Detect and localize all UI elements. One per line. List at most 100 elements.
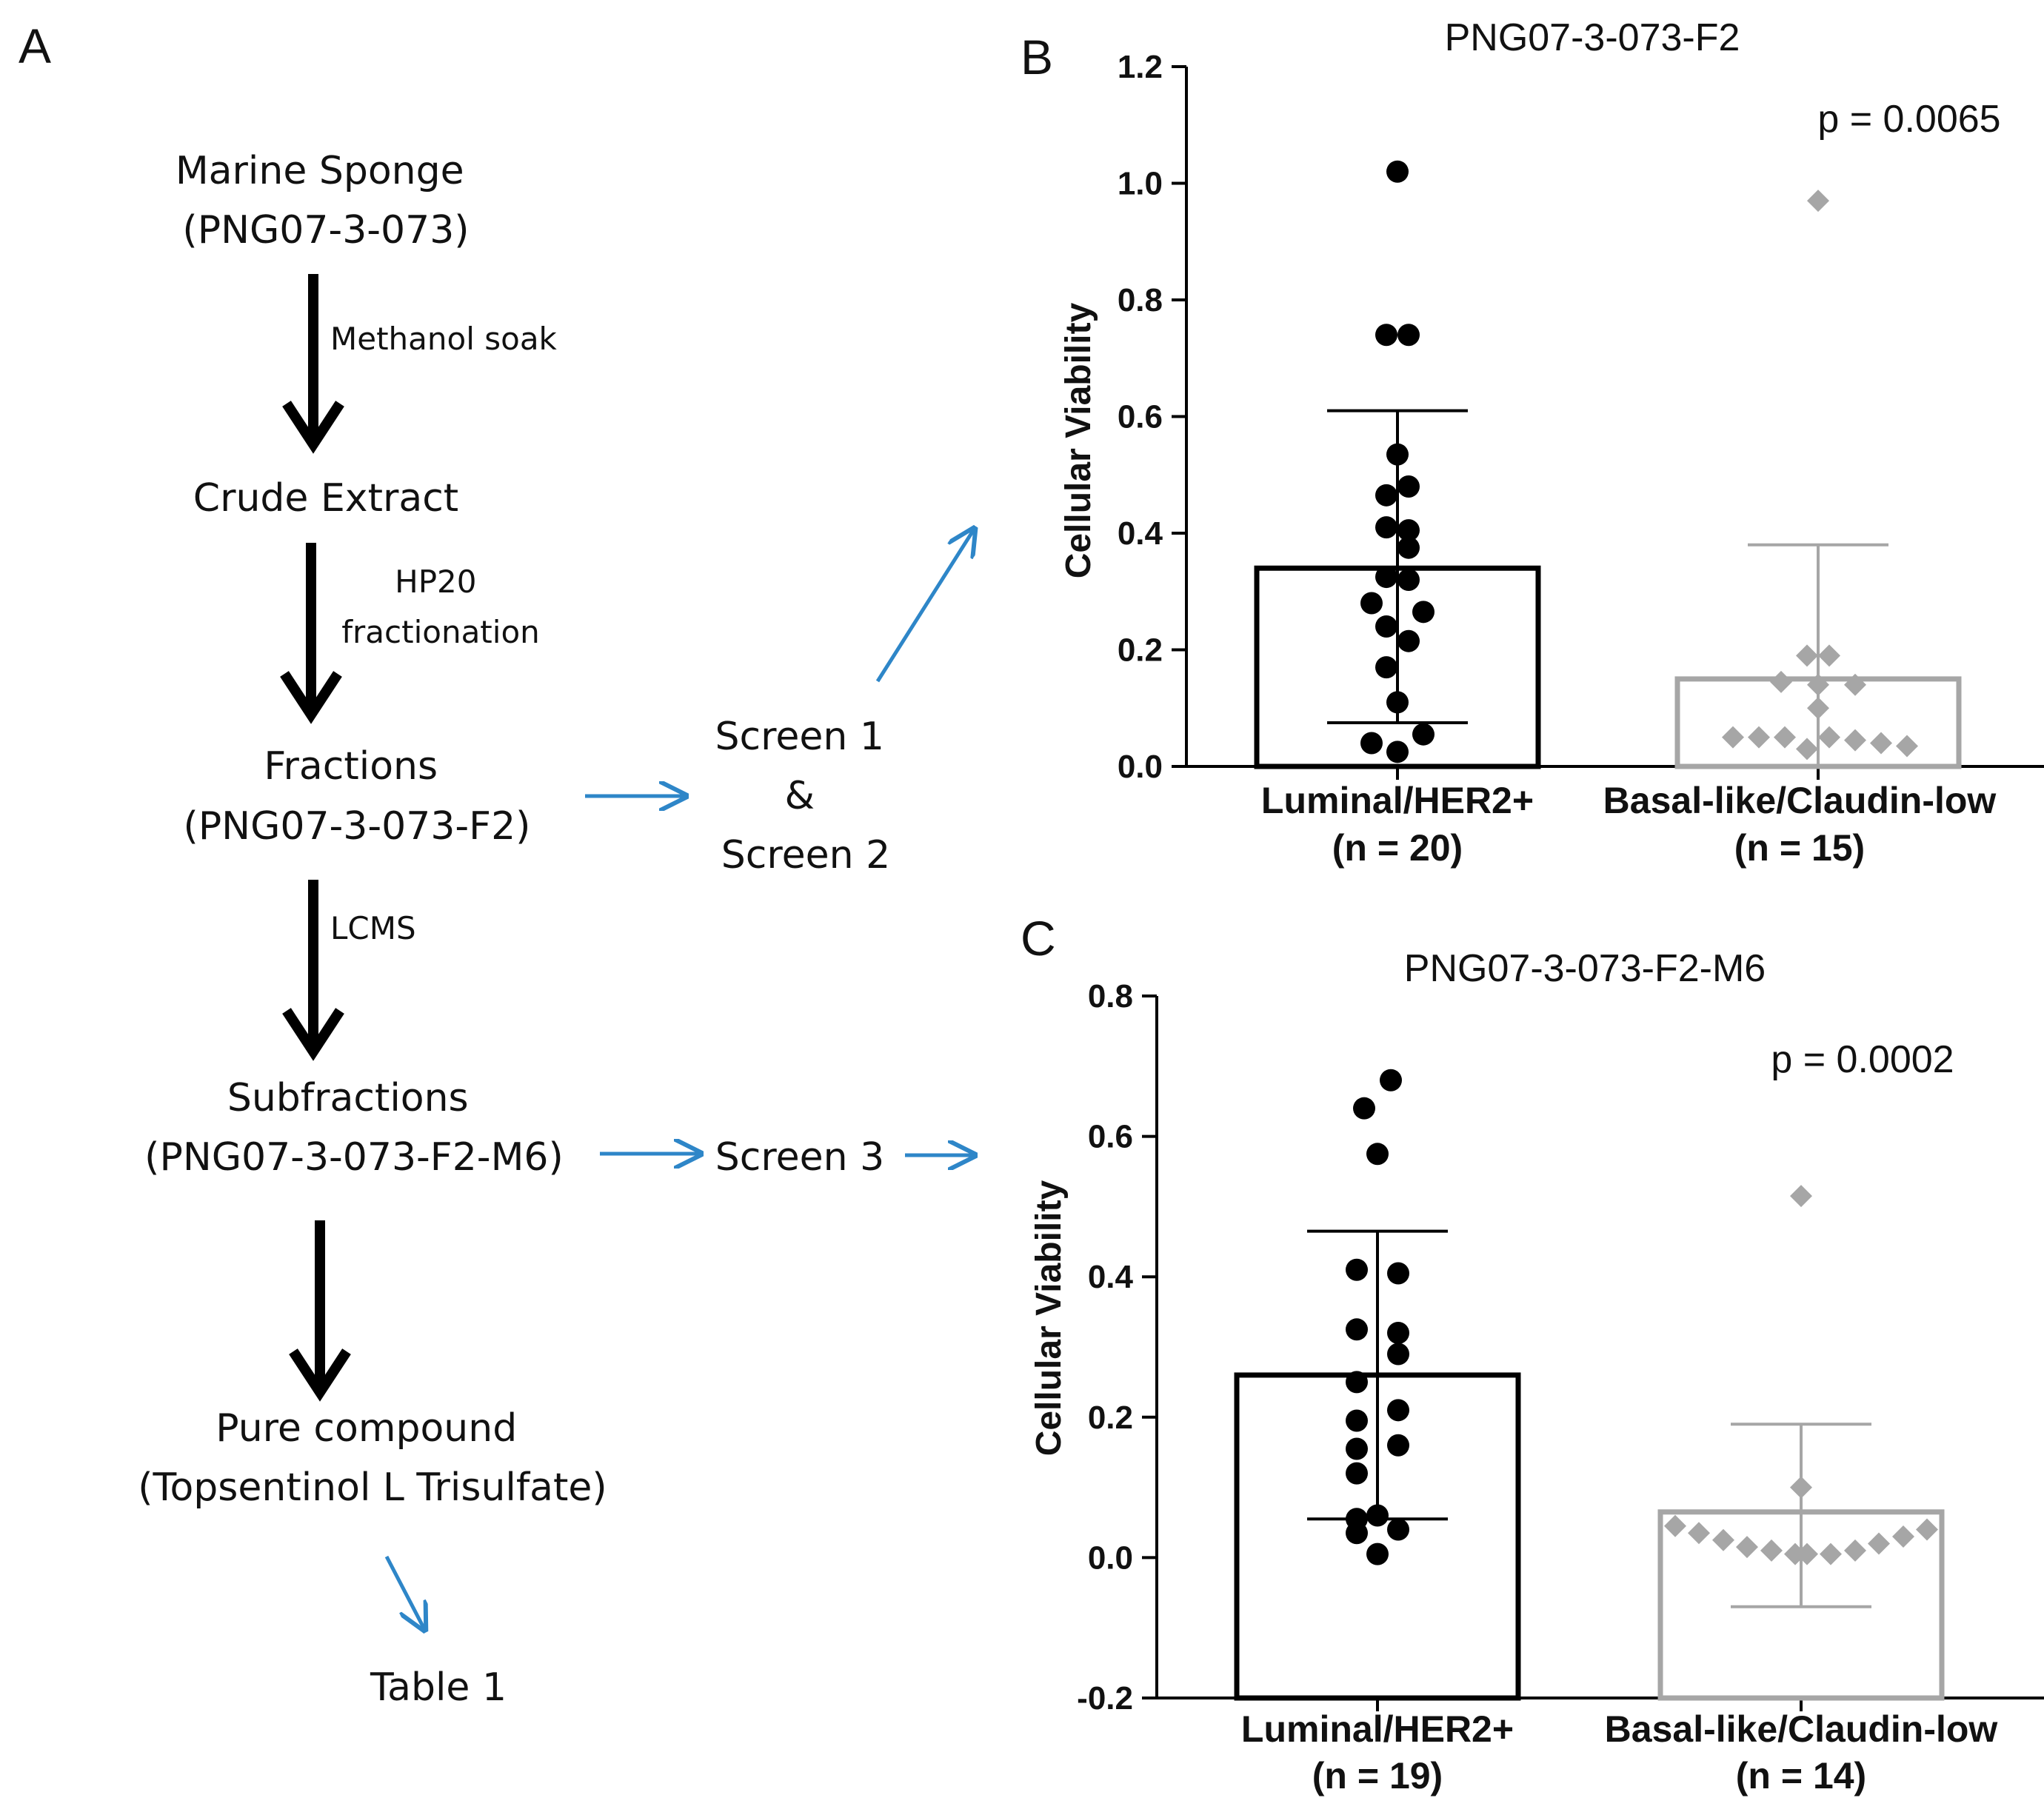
chart-b-n-basal: (n = 15): [1734, 827, 1865, 869]
chart-c-data-point: [1387, 1322, 1409, 1345]
arrow-lcms: [282, 880, 344, 1061]
chart-c-data-point: [1387, 1399, 1409, 1422]
chart-c-category-basal: Basal-like/Claudin-low: [1605, 1708, 1998, 1750]
panel-letter-b: B: [1021, 30, 1053, 84]
chart-b-data-point: [1360, 592, 1383, 615]
chart-b-data-point: [1386, 691, 1409, 714]
chart-c-data-point: [1387, 1434, 1409, 1457]
chart-b-data-point: [1818, 726, 1840, 749]
step-crude-extract: Crude Extract: [193, 476, 458, 521]
chart-c-n-basal: (n = 14): [1736, 1755, 1866, 1796]
panel-letter-a: A: [19, 19, 51, 73]
chart-b-y-tick-label: 0.8: [1118, 282, 1163, 318]
chart-b-data-point: [1770, 670, 1792, 693]
chart-b-category-luminal: Luminal/HER2+: [1261, 780, 1534, 821]
chart-b-data-point: [1386, 160, 1409, 183]
chart-b-data-point: [1722, 726, 1744, 749]
chart-c-y-tick-label: 0.4: [1088, 1259, 1134, 1295]
chart-b-data-point: [1360, 732, 1383, 755]
label-screen-1-2: Screen 1 & Screen 2: [715, 715, 897, 878]
panel-letter-c: C: [1021, 911, 1056, 966]
label-hp20-fractionation: HP20 fractionation: [341, 564, 540, 650]
chart-b-data-point: [1397, 324, 1420, 347]
arrow-to-table-1: [384, 1555, 424, 1629]
step-fractions: Fractions (PNG07-3-073-F2): [184, 744, 531, 849]
step-subfractions: Subfractions (PNG07-3-073-F2-M6): [144, 1076, 564, 1180]
chart-c-data-point: [1346, 1522, 1368, 1545]
chart-b-data-point: [1796, 738, 1818, 761]
label-methanol-soak: Methanol soak: [330, 321, 558, 357]
chart-b-y-tick-label: 0.4: [1118, 515, 1163, 552]
chart-b-data-point: [1818, 644, 1840, 667]
panel-c-chart: C PNG07-3-073-F2-M6 p = 0.0002 Cellular …: [1021, 911, 2044, 1796]
chart-b-y-tick-label: 0.2: [1118, 632, 1163, 669]
chart-b-data-point: [1412, 723, 1435, 746]
chart-c-data-point: [1892, 1525, 1914, 1548]
chart-c-data-point: [1760, 1539, 1783, 1562]
chart-b-p-value: p = 0.0065: [1817, 98, 2000, 141]
chart-c-y-tick-label: 0.8: [1088, 978, 1133, 1015]
chart-b-marks: 0.0 0.2 0.4 0.6 0.8 1.0 1.2: [1118, 49, 2044, 785]
chart-c-y-tick-label: 0.6: [1088, 1119, 1133, 1155]
chart-c-n-luminal: (n = 19): [1312, 1755, 1443, 1796]
chart-b-data-point: [1375, 656, 1397, 679]
step-marine-sponge: Marine Sponge (PNG07-3-073): [176, 149, 476, 253]
chart-b-data-point: [1375, 566, 1397, 589]
chart-c-data-point: [1387, 1343, 1409, 1366]
chart-c-data-point: [1790, 1476, 1812, 1499]
arrow-methanol-soak: [282, 274, 344, 454]
chart-b-category-basal: Basal-like/Claudin-low: [1603, 780, 1997, 821]
chart-b-data-point: [1375, 324, 1397, 347]
chart-c-data-point: [1790, 1185, 1812, 1208]
chart-c-data-point: [1346, 1409, 1368, 1432]
arrow-screens-to-panel-b: [875, 529, 974, 683]
chart-b-data-point: [1375, 484, 1397, 507]
chart-c-data-point: [1387, 1262, 1409, 1285]
chart-b-data-point: [1397, 569, 1420, 591]
chart-c-data-point: [1796, 1542, 1818, 1565]
chart-c-data-point: [1346, 1258, 1368, 1281]
chart-b-data-point: [1375, 615, 1397, 638]
label-screen-3: Screen 3: [715, 1135, 884, 1180]
chart-b-data-point: [1397, 629, 1420, 652]
chart-c-data-point: [1346, 1318, 1368, 1341]
chart-c-data-point: [1346, 1462, 1368, 1485]
chart-b-data-point: [1807, 190, 1829, 213]
chart-b-data-point: [1386, 443, 1409, 466]
chart-c-data-point: [1387, 1518, 1409, 1541]
chart-c-p-value: p = 0.0002: [1771, 1038, 1954, 1081]
chart-c-data-point: [1916, 1518, 1938, 1541]
chart-c-y-tick-label: 0.2: [1088, 1400, 1133, 1436]
panel-a-flowchart: A Marine Sponge (PNG07-3-073) Methanol s…: [19, 19, 974, 1710]
chart-c-data-point: [1366, 1542, 1389, 1565]
chart-b-data-point: [1412, 601, 1435, 624]
label-lcms: LCMS: [330, 910, 416, 946]
chart-c-data-point: [1688, 1522, 1710, 1545]
chart-b-data-point: [1397, 475, 1420, 498]
chart-c-data-point: [1712, 1528, 1734, 1551]
chart-c-data-point: [1868, 1532, 1890, 1555]
chart-c-data-point: [1784, 1542, 1806, 1565]
arrow-hp20: [280, 543, 342, 724]
chart-b-data-point: [1807, 673, 1829, 696]
chart-b-y-axis-label: Cellular Viability: [1059, 302, 1098, 578]
chart-b-data-point: [1870, 732, 1892, 755]
chart-c-y-tick-label: 0.0: [1088, 1540, 1133, 1576]
chart-c-data-point: [1346, 1371, 1368, 1394]
chart-b-y-tick-label: 0.6: [1118, 399, 1163, 435]
chart-b-data-point: [1896, 735, 1918, 758]
chart-c-data-point: [1664, 1514, 1686, 1537]
step-pure-compound: Pure compound (Topsentinol L Trisulfate): [138, 1406, 607, 1510]
chart-b-data-point: [1844, 673, 1866, 696]
chart-c-category-luminal: Luminal/HER2+: [1241, 1708, 1514, 1750]
chart-c-data-point: [1353, 1097, 1375, 1120]
chart-b-data-point: [1748, 726, 1770, 749]
chart-b-data-point: [1397, 536, 1420, 559]
chart-b-data-point: [1844, 729, 1866, 752]
chart-c-data-point: [1820, 1542, 1842, 1565]
chart-b-data-point: [1774, 726, 1796, 749]
chart-b-data-point: [1796, 644, 1818, 667]
chart-b-y-tick-label: 1.0: [1118, 166, 1163, 202]
panel-b-chart: B PNG07-3-073-F2 p = 0.0065 Cellular Via…: [1021, 16, 2044, 869]
chart-c-data-point: [1346, 1437, 1368, 1460]
